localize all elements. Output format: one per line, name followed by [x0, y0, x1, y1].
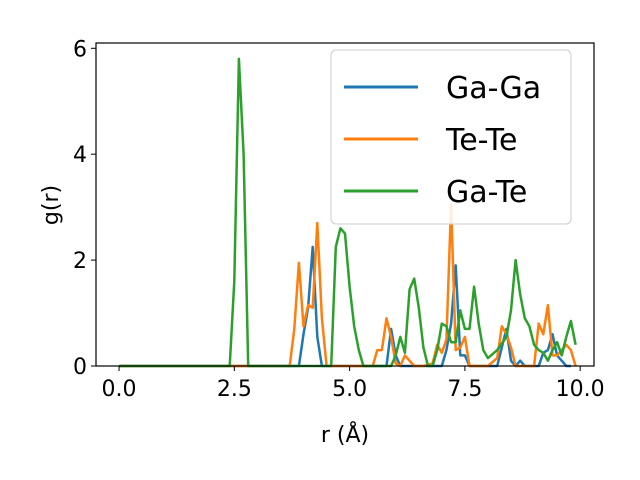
x-tick-label: 0.0 [102, 377, 137, 402]
legend: Ga-Ga Te-Te Ga-Te [330, 49, 572, 225]
x-tick-label: 2.5 [217, 377, 252, 402]
y-tick-label: 2 [73, 249, 87, 274]
x-axis: 0.0 2.5 5.0 7.5 10.0 [102, 366, 605, 402]
legend-label-ga-ga: Ga-Ga [446, 71, 541, 106]
legend-label-te-te: Te-Te [445, 123, 517, 158]
y-tick-label: 0 [73, 355, 87, 380]
plot-frame [95, 42, 595, 367]
y-tick-label: 4 [73, 143, 87, 168]
y-tick-label: 6 [73, 37, 87, 62]
x-tick-label: 5.0 [332, 377, 367, 402]
y-axis: 0 2 4 6 [73, 37, 96, 380]
x-tick-label: 10.0 [556, 377, 605, 402]
legend-box [330, 49, 572, 225]
legend-label-ga-te: Ga-Te [446, 175, 527, 210]
x-tick-label: 7.5 [447, 377, 482, 402]
x-axis-label: r (Å) [321, 421, 369, 448]
y-axis-label: g(r) [39, 185, 64, 225]
